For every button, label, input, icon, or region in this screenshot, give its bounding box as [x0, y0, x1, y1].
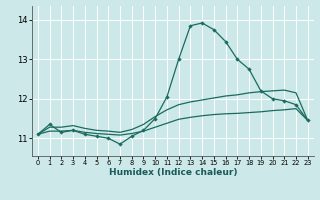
X-axis label: Humidex (Indice chaleur): Humidex (Indice chaleur) — [108, 168, 237, 177]
